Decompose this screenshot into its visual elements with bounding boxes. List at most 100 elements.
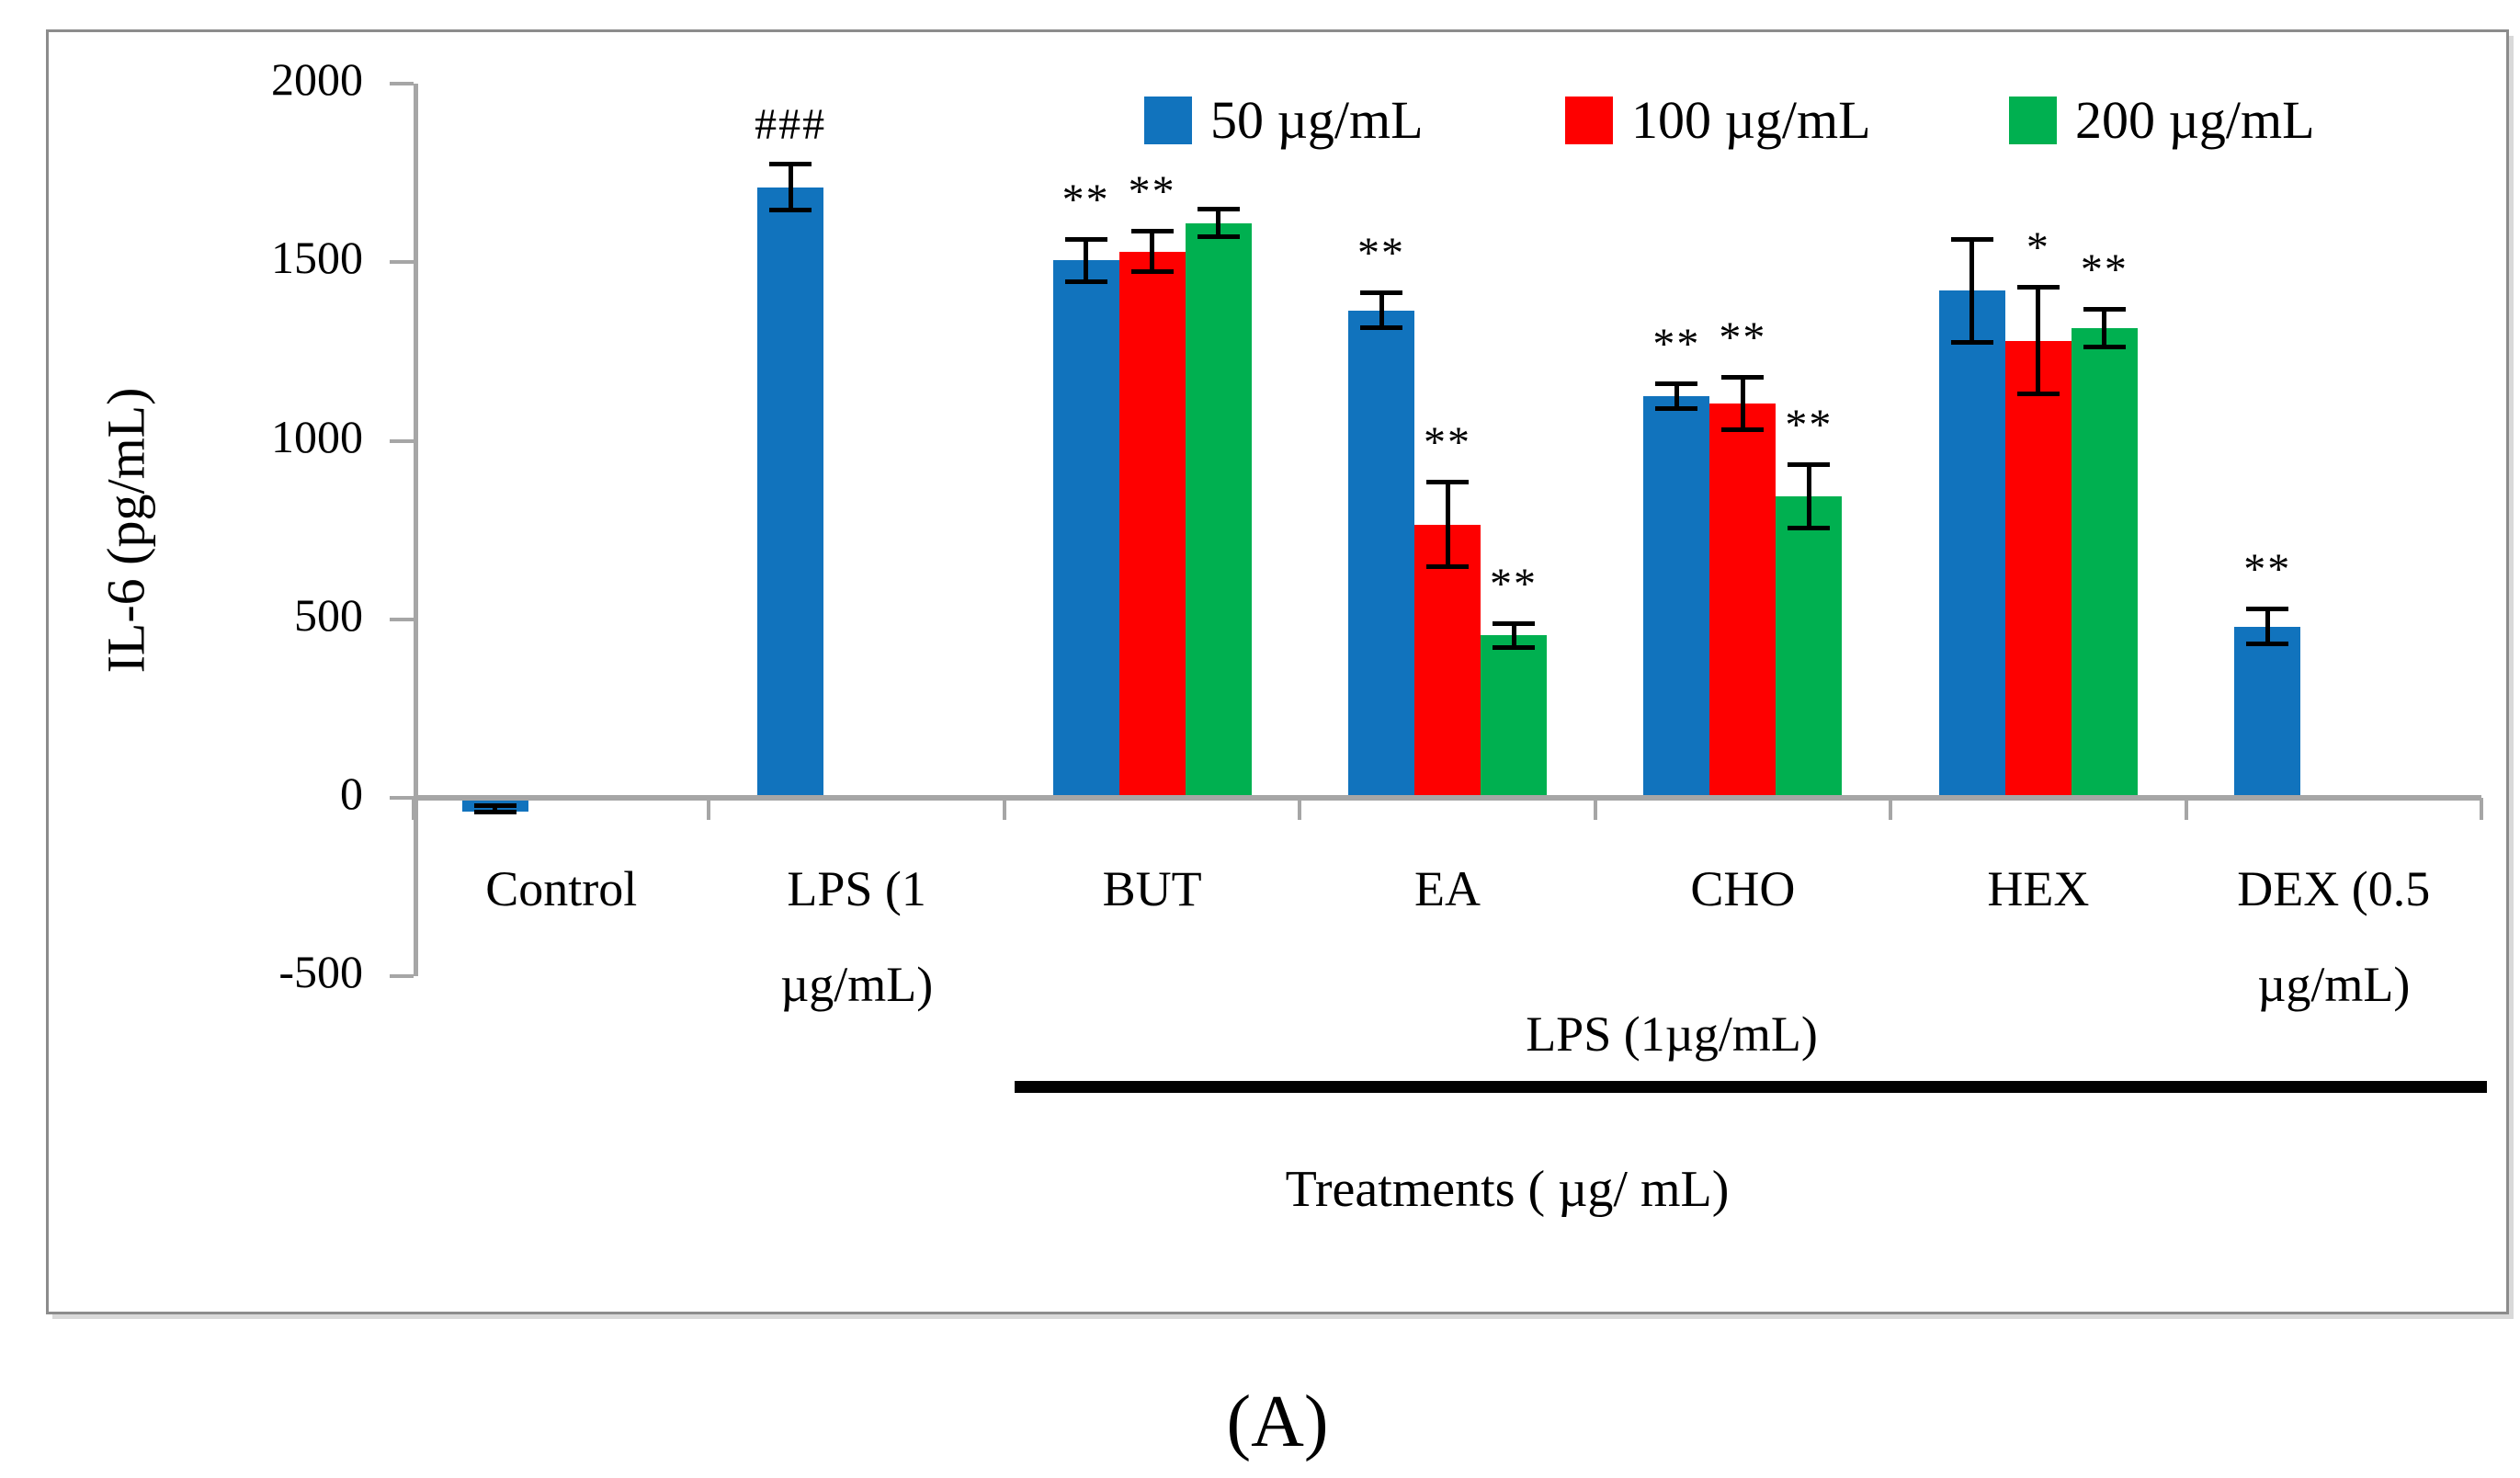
bar	[2071, 328, 2138, 798]
legend-label-100: 100 µg/mL	[1631, 90, 1871, 150]
significance-label: **	[1652, 320, 1701, 370]
error-bar-cap	[1493, 644, 1535, 650]
bar	[1481, 635, 1547, 798]
bar	[1709, 403, 1776, 798]
error-bar-cap	[1950, 339, 1993, 345]
y-tick	[390, 260, 414, 265]
y-tick	[390, 438, 414, 443]
x-tick	[412, 798, 415, 820]
error-bar	[1969, 238, 1975, 343]
significance-label: *	[2026, 223, 2050, 273]
category-label: EA	[1414, 861, 1481, 916]
bar	[2004, 340, 2072, 798]
y-tick	[390, 974, 414, 979]
legend-label-50: 50 µg/mL	[1210, 90, 1424, 150]
bar	[1185, 222, 1252, 798]
category-label: CHO	[1690, 861, 1796, 916]
x-axis-title: Treatments ( µg/ mL)	[1285, 1161, 1730, 1218]
error-bar-cap	[473, 809, 516, 814]
x-tick	[2184, 798, 2188, 820]
error-bar-cap	[1493, 620, 1535, 626]
error-bar-cap	[1788, 461, 1831, 467]
bar	[1776, 495, 1843, 798]
significance-label: **	[1128, 167, 1176, 217]
y-tick	[390, 796, 414, 800]
error-bar-cap	[2246, 607, 2289, 612]
y-tick-label: 0	[340, 767, 363, 819]
error-bar	[493, 804, 498, 813]
legend-item: 50 µg/mL	[1144, 94, 1424, 147]
y-tick-label: 2000	[271, 53, 363, 105]
bar	[757, 187, 824, 798]
error-bar	[2102, 308, 2107, 348]
significance-label: **	[1424, 418, 1471, 468]
error-bar-cap	[1655, 381, 1698, 387]
error-bar-cap	[1426, 564, 1469, 570]
legend-swatch-100	[1565, 97, 1613, 144]
y-tick-label: 1500	[271, 232, 363, 284]
treatments-underline	[1015, 1081, 2487, 1093]
error-bar	[1216, 208, 1221, 238]
error-bar-cap	[1197, 234, 1240, 240]
bar	[2234, 626, 2301, 798]
error-bar	[1511, 622, 1516, 648]
error-bar	[1445, 482, 1450, 568]
x-tick	[2480, 798, 2483, 820]
error-bar	[1740, 376, 1745, 430]
category-label: Control	[485, 861, 638, 916]
error-bar	[1150, 231, 1155, 273]
x-tick	[1889, 798, 1893, 820]
error-bar-cap	[769, 207, 812, 212]
significance-label: **	[1061, 175, 1110, 224]
error-bar	[1379, 292, 1384, 329]
error-bar-cap	[2083, 306, 2126, 312]
error-bar-cap	[1788, 525, 1831, 530]
error-bar-cap	[473, 802, 516, 808]
panel-caption: (A)	[1226, 1381, 1329, 1462]
lps-group-label: LPS (1µg/mL)	[1526, 1006, 1818, 1062]
x-axis-line	[414, 795, 2481, 801]
error-bar	[1806, 463, 1811, 529]
error-bar	[1674, 383, 1679, 409]
category-label: BUT	[1102, 861, 1202, 916]
error-bar-cap	[769, 162, 812, 167]
x-tick	[1593, 798, 1597, 820]
category-label: LPS (1	[787, 861, 926, 916]
error-bar	[2265, 608, 2270, 644]
category-label: µg/mL)	[780, 957, 934, 1012]
bar	[1348, 310, 1414, 798]
error-bar-cap	[2016, 391, 2060, 396]
error-bar-cap	[2016, 285, 2060, 290]
error-bar-cap	[2246, 641, 2289, 646]
y-tick-label: -500	[278, 946, 363, 998]
x-tick	[707, 798, 711, 820]
legend-swatch-50	[1144, 97, 1192, 144]
y-axis-line	[414, 84, 418, 977]
error-bar-cap	[2083, 345, 2126, 350]
error-bar-cap	[1426, 480, 1469, 485]
significance-label: **	[1785, 400, 1833, 449]
significance-label: **	[2243, 545, 2292, 595]
bar	[1643, 395, 1710, 798]
significance-label: **	[2080, 244, 2128, 294]
category-label: DEX (0.5	[2237, 861, 2431, 916]
bar	[1938, 290, 2005, 798]
error-bar	[1084, 238, 1089, 282]
error-bar-cap	[1950, 236, 1993, 242]
bar	[1052, 260, 1119, 798]
bar	[1414, 524, 1481, 798]
y-tick-label: 500	[294, 588, 363, 641]
y-tick-label: 1000	[271, 410, 363, 462]
y-tick	[390, 617, 414, 621]
error-bar	[788, 164, 793, 210]
error-bar-cap	[1064, 279, 1107, 284]
category-label: µg/mL)	[2257, 957, 2411, 1012]
x-tick	[1002, 798, 1006, 820]
x-tick	[1298, 798, 1302, 820]
error-bar-cap	[1721, 426, 1765, 432]
legend-item: 200 µg/mL	[2009, 94, 2315, 147]
error-bar-cap	[1721, 374, 1765, 380]
error-bar-cap	[1130, 269, 1174, 275]
